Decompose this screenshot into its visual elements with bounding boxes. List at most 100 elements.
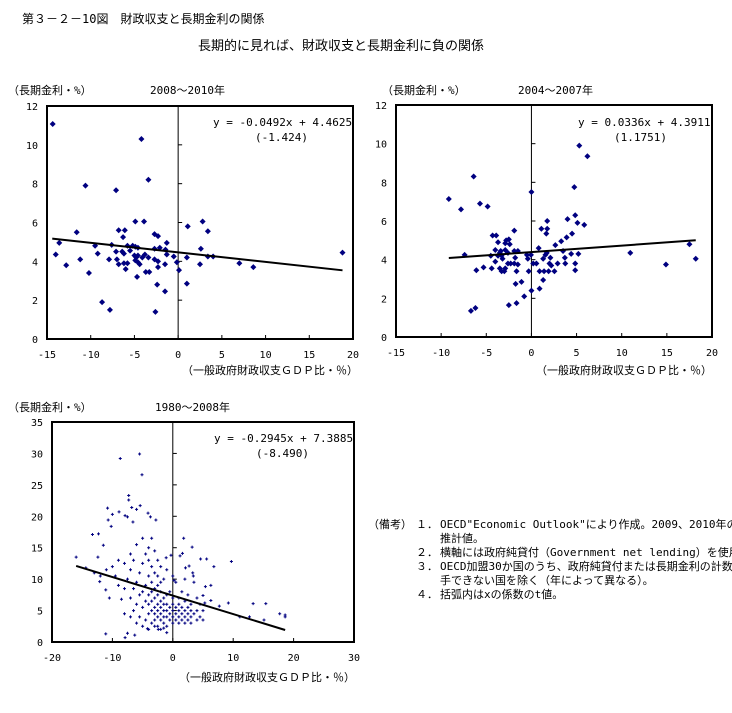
data-point <box>686 241 693 248</box>
data-point <box>104 588 108 592</box>
data-point <box>126 515 129 519</box>
data-point <box>144 618 148 622</box>
data-point <box>692 255 699 262</box>
data-point <box>150 565 154 569</box>
data-point <box>147 602 151 606</box>
data-point <box>492 247 499 253</box>
note-text: 括弧内はxの係数のt値。 <box>440 588 564 601</box>
y-tick-label: 10 <box>26 141 38 152</box>
data-point <box>467 307 474 314</box>
data-point <box>109 524 113 528</box>
data-point <box>156 558 160 562</box>
y-tick-label: 35 <box>31 418 43 429</box>
data-point <box>499 255 506 262</box>
data-point <box>192 580 196 584</box>
chart1-xlabel: （一般政府財政収支ＧＤＰ比・％） <box>182 364 358 377</box>
note-text: OECD加盟30か国のうち、政府純貸付または長期金利の計数を入手できない国を除く… <box>440 560 732 587</box>
data-point <box>572 267 579 274</box>
y-tick-label: 2 <box>381 294 387 305</box>
data-point <box>141 561 145 565</box>
x-tick-label: -5 <box>128 350 140 361</box>
data-point <box>127 247 134 254</box>
data-point <box>124 260 131 267</box>
data-point <box>183 280 190 287</box>
chart2-ylabel: （長期金利・%） <box>382 84 466 97</box>
data-point <box>191 571 195 575</box>
data-point <box>168 590 172 594</box>
data-point <box>115 227 122 234</box>
y-tick-label: 6 <box>32 219 38 230</box>
data-point <box>165 615 169 619</box>
data-point <box>576 142 583 149</box>
y-tick-label: 8 <box>32 180 38 191</box>
note-item: １． OECD"Economic Outlook"により作成。2009、2010年… <box>416 518 732 546</box>
regression-line <box>448 239 696 260</box>
data-point <box>168 618 172 622</box>
data-point <box>521 293 528 300</box>
data-point <box>183 577 187 581</box>
data-point <box>122 266 129 273</box>
chart3-period: 1980〜2008年 <box>155 401 230 414</box>
data-point <box>144 599 148 603</box>
data-point <box>168 605 172 609</box>
data-point <box>226 601 230 605</box>
y-tick-label: 20 <box>31 512 43 523</box>
data-point <box>524 255 531 262</box>
plot-area <box>395 104 713 338</box>
data-point <box>198 615 202 619</box>
data-point <box>122 612 126 616</box>
data-point <box>180 590 184 594</box>
data-point <box>104 568 108 572</box>
data-point <box>153 571 157 575</box>
data-point <box>205 557 209 561</box>
data-point <box>461 251 468 258</box>
chart-1: 0 2 4 6 8 10 12 -15 -10 -5 0 5 10 15 20 <box>26 102 359 361</box>
data-point <box>564 216 571 223</box>
data-point <box>201 609 205 613</box>
x-tick-label: 10 <box>260 350 272 361</box>
data-point <box>147 593 151 597</box>
data-point <box>155 258 162 265</box>
data-point <box>162 261 169 268</box>
data-point <box>182 536 186 540</box>
data-point <box>107 596 111 600</box>
data-point <box>183 615 187 619</box>
data-point <box>150 590 154 594</box>
data-point <box>339 249 346 256</box>
data-point <box>535 245 542 252</box>
data-point <box>162 626 166 630</box>
data-point <box>489 232 496 239</box>
data-point <box>139 254 146 261</box>
data-point <box>209 583 213 587</box>
data-point <box>195 618 199 622</box>
data-point <box>525 268 532 275</box>
data-point <box>572 212 579 219</box>
data-point <box>505 236 512 243</box>
data-point <box>162 596 166 600</box>
data-point <box>85 269 92 276</box>
data-point <box>116 583 120 587</box>
data-point <box>191 574 195 578</box>
data-point <box>74 555 78 559</box>
x-tick-label: 15 <box>303 350 315 361</box>
data-point <box>129 596 133 600</box>
data-point <box>98 580 102 584</box>
data-point <box>236 260 243 267</box>
data-point <box>140 473 144 477</box>
data-point <box>513 268 520 275</box>
data-point <box>156 593 160 597</box>
data-point <box>177 621 181 625</box>
data-point <box>470 173 477 180</box>
data-point <box>497 247 504 254</box>
data-point <box>63 262 70 269</box>
data-point <box>662 261 669 268</box>
data-point <box>159 580 163 584</box>
data-point <box>177 609 181 613</box>
data-point <box>174 580 178 584</box>
data-point <box>150 609 154 613</box>
chart2-equation: y = 0.0336x + 4.3911 <box>578 116 711 129</box>
data-point <box>262 618 266 622</box>
x-tick-label: 5 <box>219 350 225 361</box>
data-point <box>278 612 282 616</box>
x-tick-label: 10 <box>616 348 628 359</box>
